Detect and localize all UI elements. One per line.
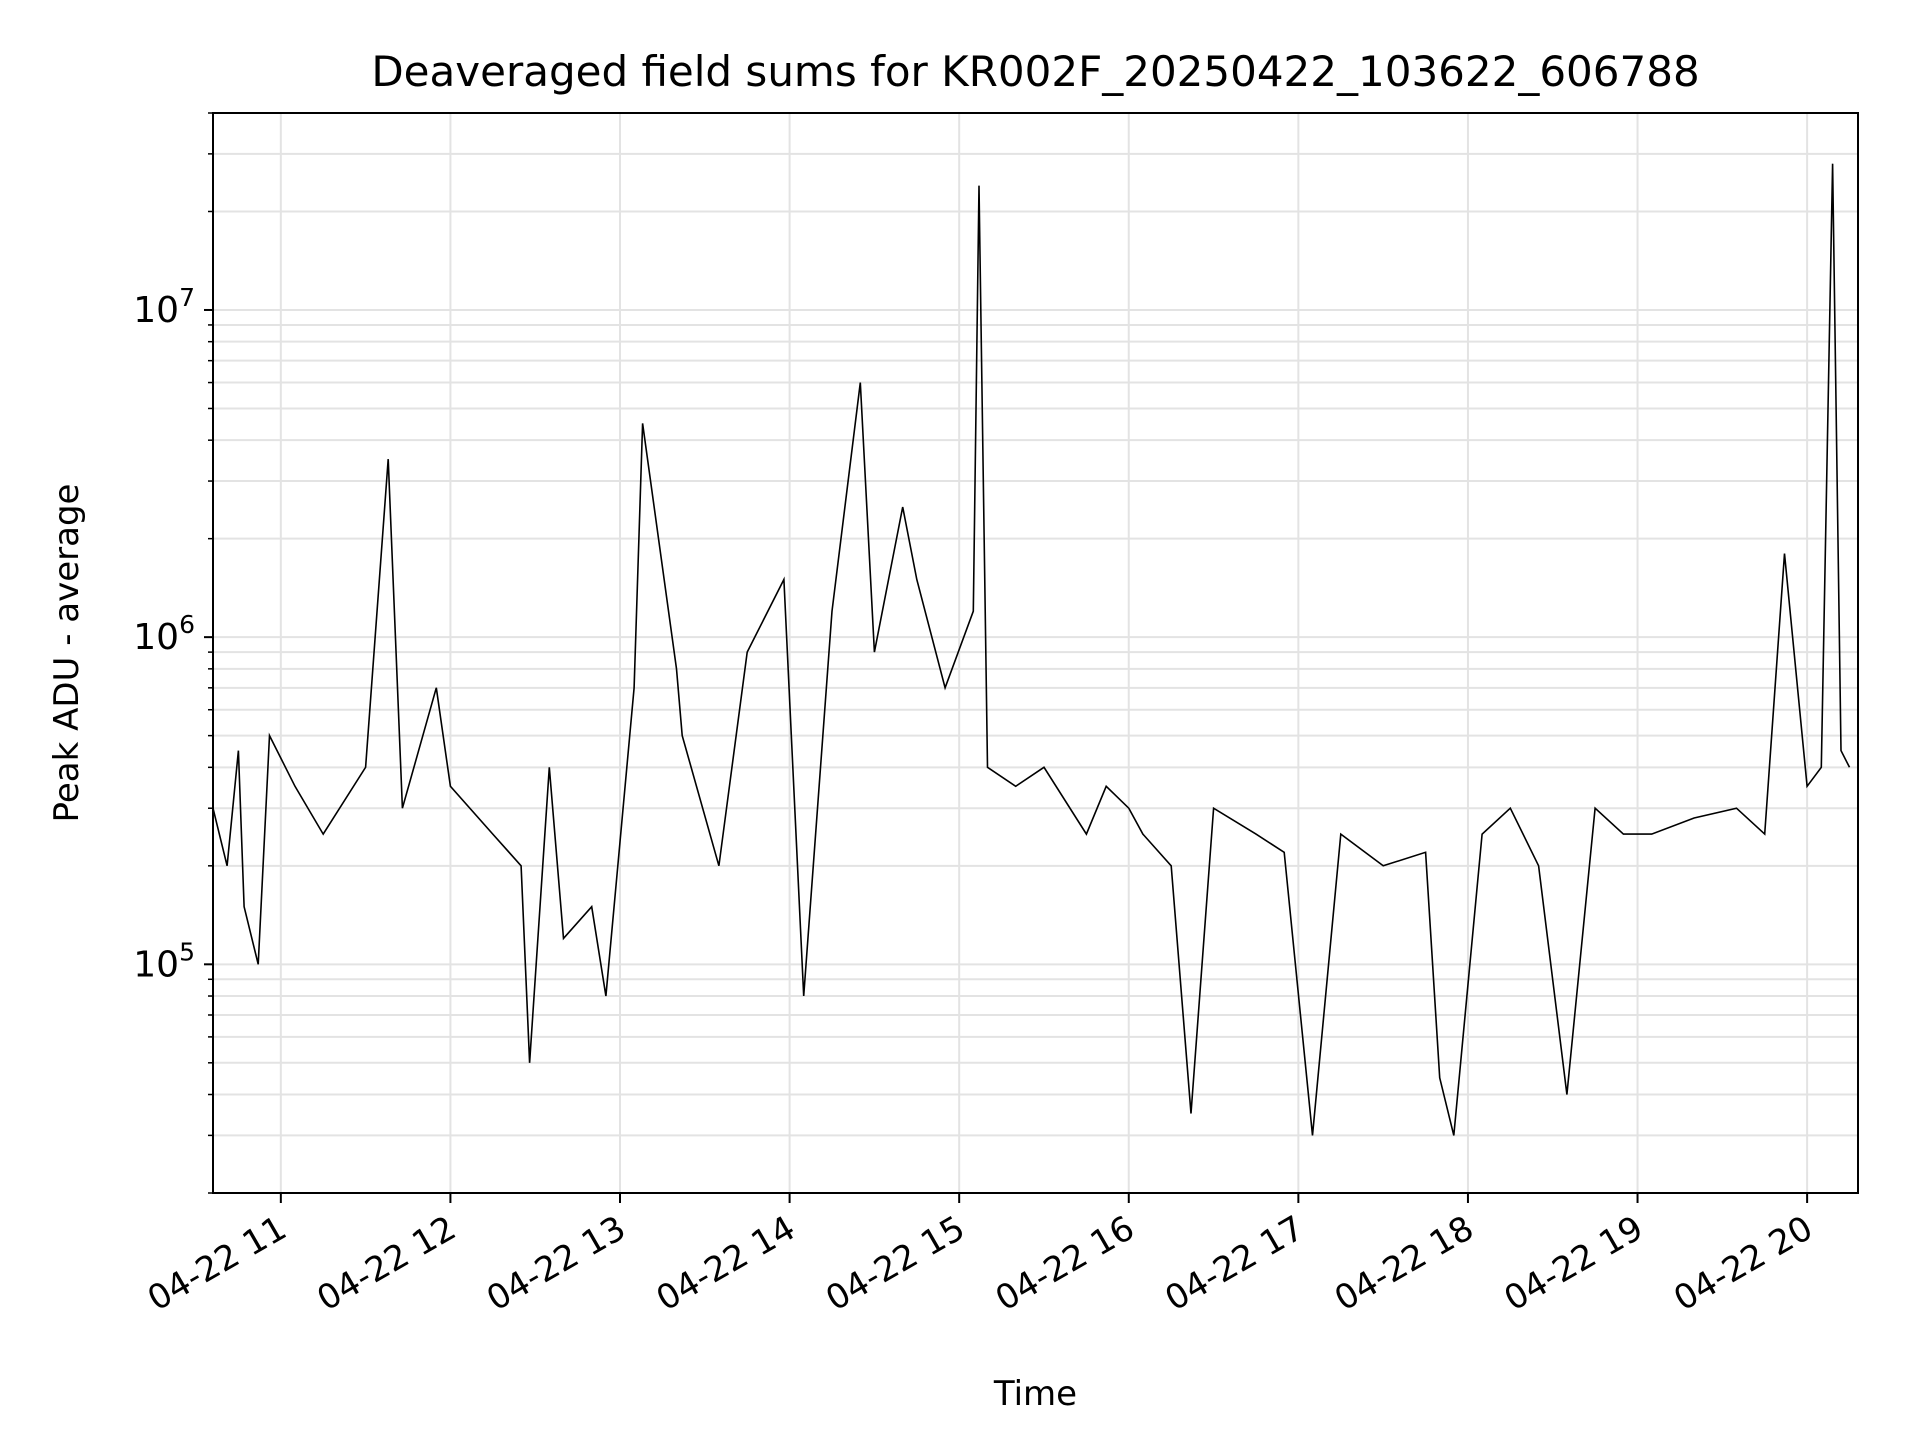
grid — [213, 112, 1858, 1194]
x-axis-label: Time — [993, 1374, 1077, 1414]
y-axis: 105 106 107 — [133, 112, 213, 1194]
y-axis-label: Peak ADU - average — [47, 484, 87, 823]
series-line — [212, 163, 1851, 1136]
y-tick-label: 105 — [133, 937, 195, 985]
plot-area — [212, 112, 1859, 1194]
y-tick-label: 106 — [133, 610, 195, 658]
y-tick-label: 107 — [133, 283, 195, 331]
chart-title: Deaveraged field sums for KR002F_2025042… — [371, 47, 1699, 96]
series-layer — [212, 163, 1851, 1136]
